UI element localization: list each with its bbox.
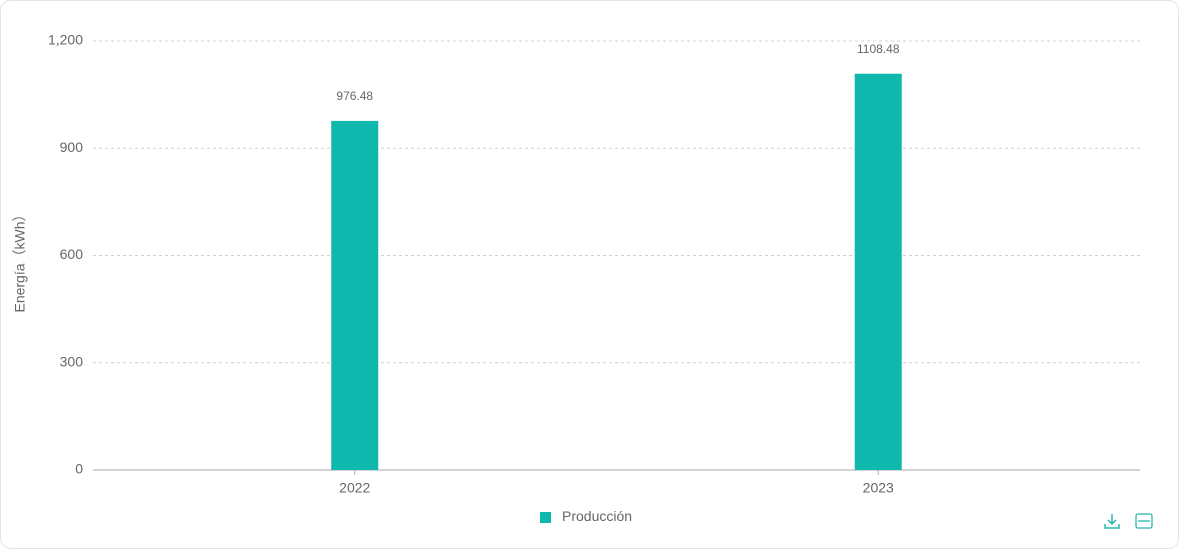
y-tick-label: 0 — [75, 461, 83, 477]
y-tick-label: 900 — [60, 139, 84, 155]
legend-swatch — [540, 512, 551, 523]
y-axis-label: Energía（kWh） — [12, 207, 28, 312]
y-tick-label: 1,200 — [48, 32, 83, 48]
y-tick-label: 600 — [60, 246, 84, 262]
x-tick-label: 2023 — [863, 480, 894, 496]
download-icon[interactable] — [1104, 514, 1120, 529]
data-label: 1108.48 — [857, 42, 900, 56]
bar — [331, 120, 379, 471]
x-tick-label: 2022 — [339, 480, 370, 496]
bar — [854, 73, 902, 471]
legend-label: Producción — [562, 508, 632, 524]
csv-icon[interactable] — [1135, 513, 1153, 529]
data-label: 976.48 — [336, 89, 373, 103]
y-tick-label: 300 — [60, 353, 84, 369]
